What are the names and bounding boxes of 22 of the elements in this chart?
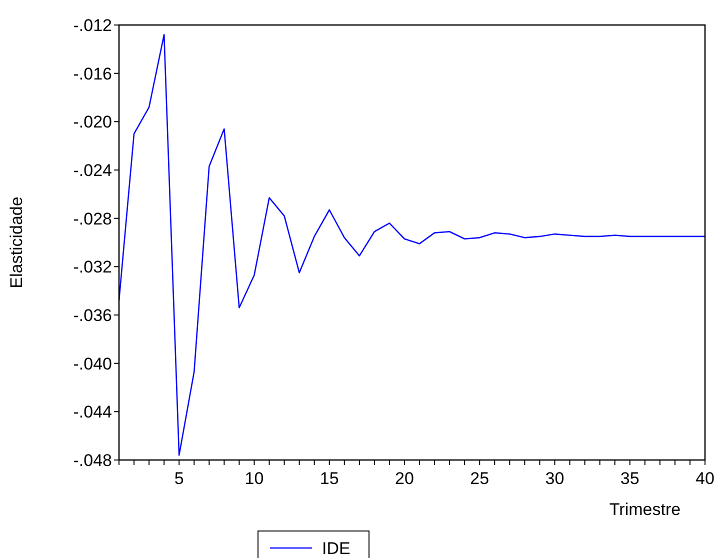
line-series: [118, 34, 706, 456]
y-tick-label: -.024: [73, 160, 112, 180]
x-tick-label: 30: [545, 469, 564, 488]
y-tick-label: -.036: [73, 306, 112, 325]
y-axis-title: Elasticidade: [7, 196, 26, 288]
y-tick-label: -.044: [73, 402, 112, 422]
x-tick-label: 15: [320, 469, 339, 488]
y-tick-label: -.028: [73, 209, 112, 228]
y-tick-label: -.032: [73, 258, 112, 277]
x-tick-label: 20: [395, 469, 414, 488]
x-tick-label: 5: [174, 469, 184, 488]
x-tick-label: 40: [696, 469, 714, 488]
y-tick-label: -.016: [73, 64, 112, 84]
x-tick-label: 35: [620, 469, 640, 488]
legend-label: IDE: [322, 538, 350, 558]
y-tick-label: -.020: [73, 112, 112, 132]
x-tick-label: 25: [470, 469, 490, 488]
y-tick-label: -.048: [73, 450, 112, 470]
x-axis-title: Trimestre: [609, 500, 681, 519]
y-tick-label: -.012: [73, 16, 112, 35]
x-tick-label: 10: [244, 469, 264, 488]
y-tick-label: -.040: [73, 354, 112, 374]
